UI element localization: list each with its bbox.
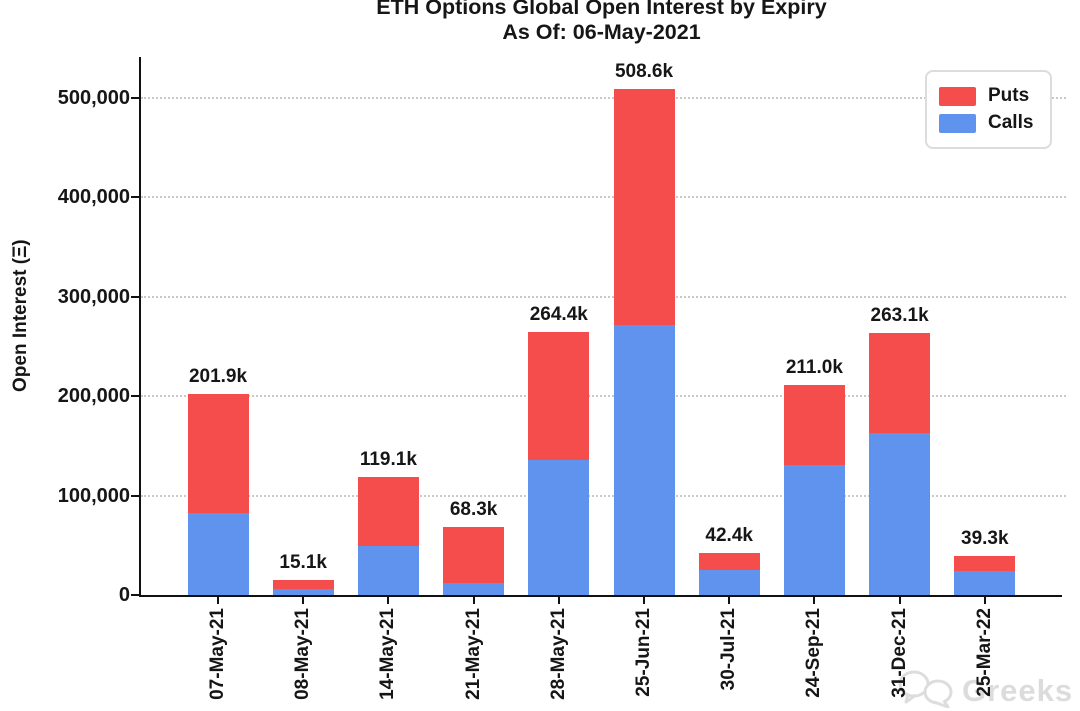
y-tick-label: 0 [118, 584, 130, 606]
legend-item-calls: Calls [939, 112, 1038, 134]
y-tick-label: 200,000 [57, 385, 130, 408]
x-tick-label: 21-May-21 [462, 608, 484, 700]
x-tick-label: 25-Mar-22 [973, 608, 995, 697]
stacked-bar [869, 333, 931, 595]
y-tick-mark [131, 494, 140, 497]
x-tick-mark [302, 596, 305, 604]
x-tick-label: 30-Jul-21 [718, 608, 740, 691]
calls-segment [954, 570, 1016, 595]
puts-segment [613, 89, 675, 325]
x-axis-spine [139, 595, 1062, 597]
x-tick-mark [217, 596, 219, 604]
bar-total-label: 42.4k [705, 524, 753, 546]
puts-color-swatch [939, 86, 976, 106]
calls-segment [357, 546, 419, 595]
puts-segment [357, 476, 419, 547]
y-gridline [141, 196, 1066, 199]
bar-total-label: 263.1k [870, 305, 929, 327]
bar-total-label: 68.3k [449, 499, 498, 521]
x-tick-mark [643, 596, 645, 604]
y-tick-label: 500,000 [57, 87, 130, 109]
calls-segment [187, 513, 249, 595]
y-gridline [141, 494, 1066, 497]
chart-title-line1: ETH Options Global Open Interest by Expi… [376, 0, 827, 19]
y-tick-label: 400,000 [57, 186, 130, 209]
bar-total-label: 201.9k [188, 366, 248, 388]
stacked-bar [187, 394, 249, 595]
calls-segment [869, 432, 931, 595]
x-tick-label: 31-Dec-21 [888, 608, 910, 698]
x-tick-mark [813, 596, 816, 604]
y-tick-mark [131, 395, 140, 398]
stacked-bar [528, 332, 590, 595]
x-tick-label: 08-May-21 [292, 608, 314, 700]
legend-item-puts: Puts [939, 85, 1038, 107]
x-tick-label: 25-Jun-21 [633, 608, 654, 697]
bar-total-label: 39.3k [961, 527, 1009, 549]
x-tick-label: 28-May-21 [547, 608, 569, 700]
watermark-text: Greeks [962, 672, 1074, 708]
stacked-bar [272, 579, 334, 595]
stacked-bar [698, 552, 760, 595]
stacked-bar [443, 527, 505, 595]
puts-segment [869, 333, 931, 433]
chart-title: ETH Options Global Open Interest by Expi… [141, 0, 1062, 45]
bar-total-label: 119.1k [359, 448, 417, 470]
y-axis-title: Open Interest (Ξ) [10, 239, 31, 392]
calls-segment [698, 570, 760, 595]
puts-segment [187, 394, 249, 514]
bar-total-label: 264.4k [529, 304, 588, 326]
bar-total-label: 508.6k [614, 61, 674, 83]
bar-total-label: 15.1k [279, 551, 327, 573]
puts-segment [528, 332, 590, 460]
calls-segment [783, 464, 845, 595]
stacked-bar [783, 385, 845, 595]
y-gridline [141, 295, 1066, 298]
puts-segment [783, 385, 845, 465]
y-tick-mark [131, 97, 140, 99]
calls-segment [528, 459, 590, 595]
y-tick-label: 300,000 [57, 285, 130, 308]
calls-color-swatch [939, 113, 976, 133]
chat-bubbles-icon [898, 668, 956, 711]
y-tick-mark [131, 196, 140, 199]
y-gridline [141, 97, 1066, 99]
legend-label-calls: Calls [988, 112, 1034, 133]
x-tick-mark [557, 596, 560, 604]
puts-segment [954, 555, 1016, 571]
x-tick-label: 07-May-21 [207, 608, 228, 700]
x-tick-label: 14-May-21 [377, 608, 399, 700]
y-tick-mark [131, 594, 140, 596]
puts-segment [443, 527, 505, 583]
x-tick-mark [387, 596, 390, 604]
y-axis-spine [139, 57, 141, 597]
chart-subtitle: As Of: 06-May-2021 [502, 20, 701, 44]
puts-segment [272, 579, 334, 590]
y-tick-label: 100,000 [57, 484, 130, 507]
stacked-bar [954, 555, 1016, 595]
x-tick-mark [472, 596, 475, 604]
y-gridline [141, 395, 1066, 398]
bar-total-label: 211.0k [785, 357, 843, 379]
calls-segment [272, 589, 334, 595]
puts-segment [698, 552, 760, 571]
legend-label-puts: Puts [988, 85, 1030, 106]
calls-segment [443, 582, 505, 595]
x-tick-mark [898, 596, 901, 604]
legend: Puts Calls [925, 70, 1052, 149]
watermark: Greeks [898, 668, 1073, 711]
stacked-bar [357, 476, 419, 595]
stacked-bar [613, 89, 675, 595]
x-tick-mark [983, 596, 986, 604]
calls-segment [613, 324, 675, 595]
x-tick-mark [728, 596, 731, 604]
x-tick-label: 24-Sep-21 [803, 608, 825, 698]
y-tick-mark [131, 295, 140, 298]
